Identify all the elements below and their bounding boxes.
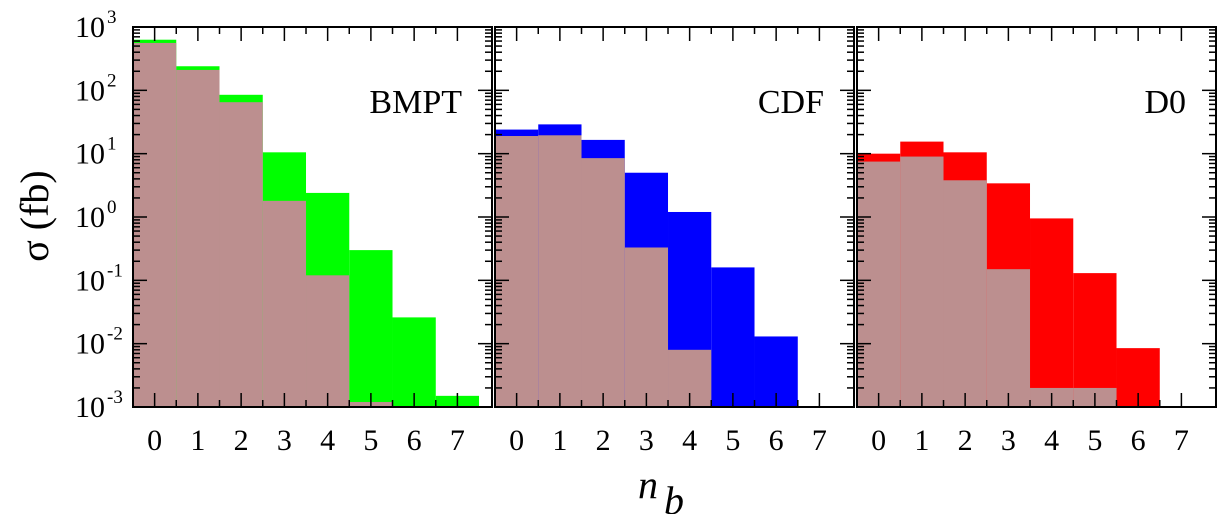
cdf-y-ticks [495,26,854,408]
cdf-x-tick-label: 7 [812,424,827,457]
bmpt-underlay-bar-4 [306,275,350,407]
cdf-underlay-bar-3 [624,247,669,407]
cdf-underlay-bar-1 [538,135,582,408]
d0-underlay-bar-2 [943,180,987,407]
y-tick-exponent: -3 [107,387,123,408]
bmpt-x-tick-label: 1 [190,424,205,457]
bmpt-x-tick-label: 5 [363,424,378,457]
y-tick-label: 10 [75,11,105,44]
y-tick-label: 10 [75,264,105,297]
cdf-x-tick-label: 0 [509,424,524,457]
cdf-x-tick-label: 3 [639,424,654,457]
y-tick-exponent: -2 [107,324,123,345]
d0-x-tick-label: 6 [1131,424,1146,457]
y-tick-exponent: 3 [107,7,117,28]
bmpt-bar-5 [349,250,393,407]
cdf-x-tick-label: 4 [682,424,697,457]
y-tick-label: 10 [75,201,105,234]
panel-cdf [494,26,855,408]
y-tick-exponent: 1 [107,134,117,155]
x-axis-title: n [638,462,658,507]
y-axis-title: σ (fb) [12,170,57,262]
cdf-x-tick-label: 1 [552,424,567,457]
y-tick-label: 10 [75,74,105,107]
bmpt-x-tick-label: 6 [407,424,422,457]
y-tick-exponent: 0 [107,197,117,218]
d0-bar-5 [1073,273,1117,407]
cdf-panel-label: CDF [758,84,824,121]
panel-bmpt [132,26,493,408]
y-tick-exponent: -1 [107,260,123,281]
y-tick-exponent: 2 [107,70,117,91]
cdf-underlay-bar-2 [581,158,625,407]
d0-x-tick-label: 3 [1001,424,1016,457]
bmpt-x-ticks [153,27,459,407]
d0-x-ticks [877,27,1183,407]
cdf-x-tick-label: 5 [725,424,740,457]
bmpt-panel-label: BMPT [369,84,462,121]
y-tick-label: 10 [75,391,105,424]
bmpt-bar-6 [392,317,436,407]
bmpt-y-ticks [133,26,492,408]
d0-bar-4 [1030,218,1074,407]
d0-x-tick-label: 1 [914,424,929,457]
d0-y-ticks [857,26,1216,408]
d0-underlay-bar-3 [986,269,1031,407]
d0-x-tick-label: 4 [1044,424,1059,457]
panels-layer [132,26,1217,408]
x-axis-title-subscript: b [664,478,684,514]
bmpt-underlay-bar-0 [133,42,177,408]
bmpt-underlay-bar-2 [219,102,263,407]
y-tick-label: 10 [75,328,105,361]
d0-panel-label: D0 [1144,84,1186,121]
bmpt-x-tick-label: 2 [234,424,249,457]
d0-x-tick-label: 2 [958,424,973,457]
bmpt-x-tick-label: 0 [147,424,162,457]
bmpt-underlay-bar-3 [262,200,307,407]
cdf-underlay-bar-0 [495,136,539,407]
d0-x-tick-label: 0 [871,424,886,457]
d0-x-tick-label: 5 [1087,424,1102,457]
cdf-bar-5 [711,267,755,407]
bmpt-x-tick-label: 3 [277,424,292,457]
bmpt-underlay-bar-1 [176,69,220,407]
bmpt-x-tick-label: 7 [450,424,465,457]
cdf-x-ticks [515,27,821,407]
cdf-x-tick-label: 2 [596,424,611,457]
d0-underlay-bar-1 [900,156,944,407]
panel-d0 [856,26,1217,408]
cdf-x-tick-label: 6 [769,424,784,457]
d0-x-tick-label: 7 [1174,424,1189,457]
y-tick-label: 10 [75,138,105,171]
d0-underlay-bar-0 [857,161,901,407]
bmpt-x-tick-label: 4 [320,424,335,457]
